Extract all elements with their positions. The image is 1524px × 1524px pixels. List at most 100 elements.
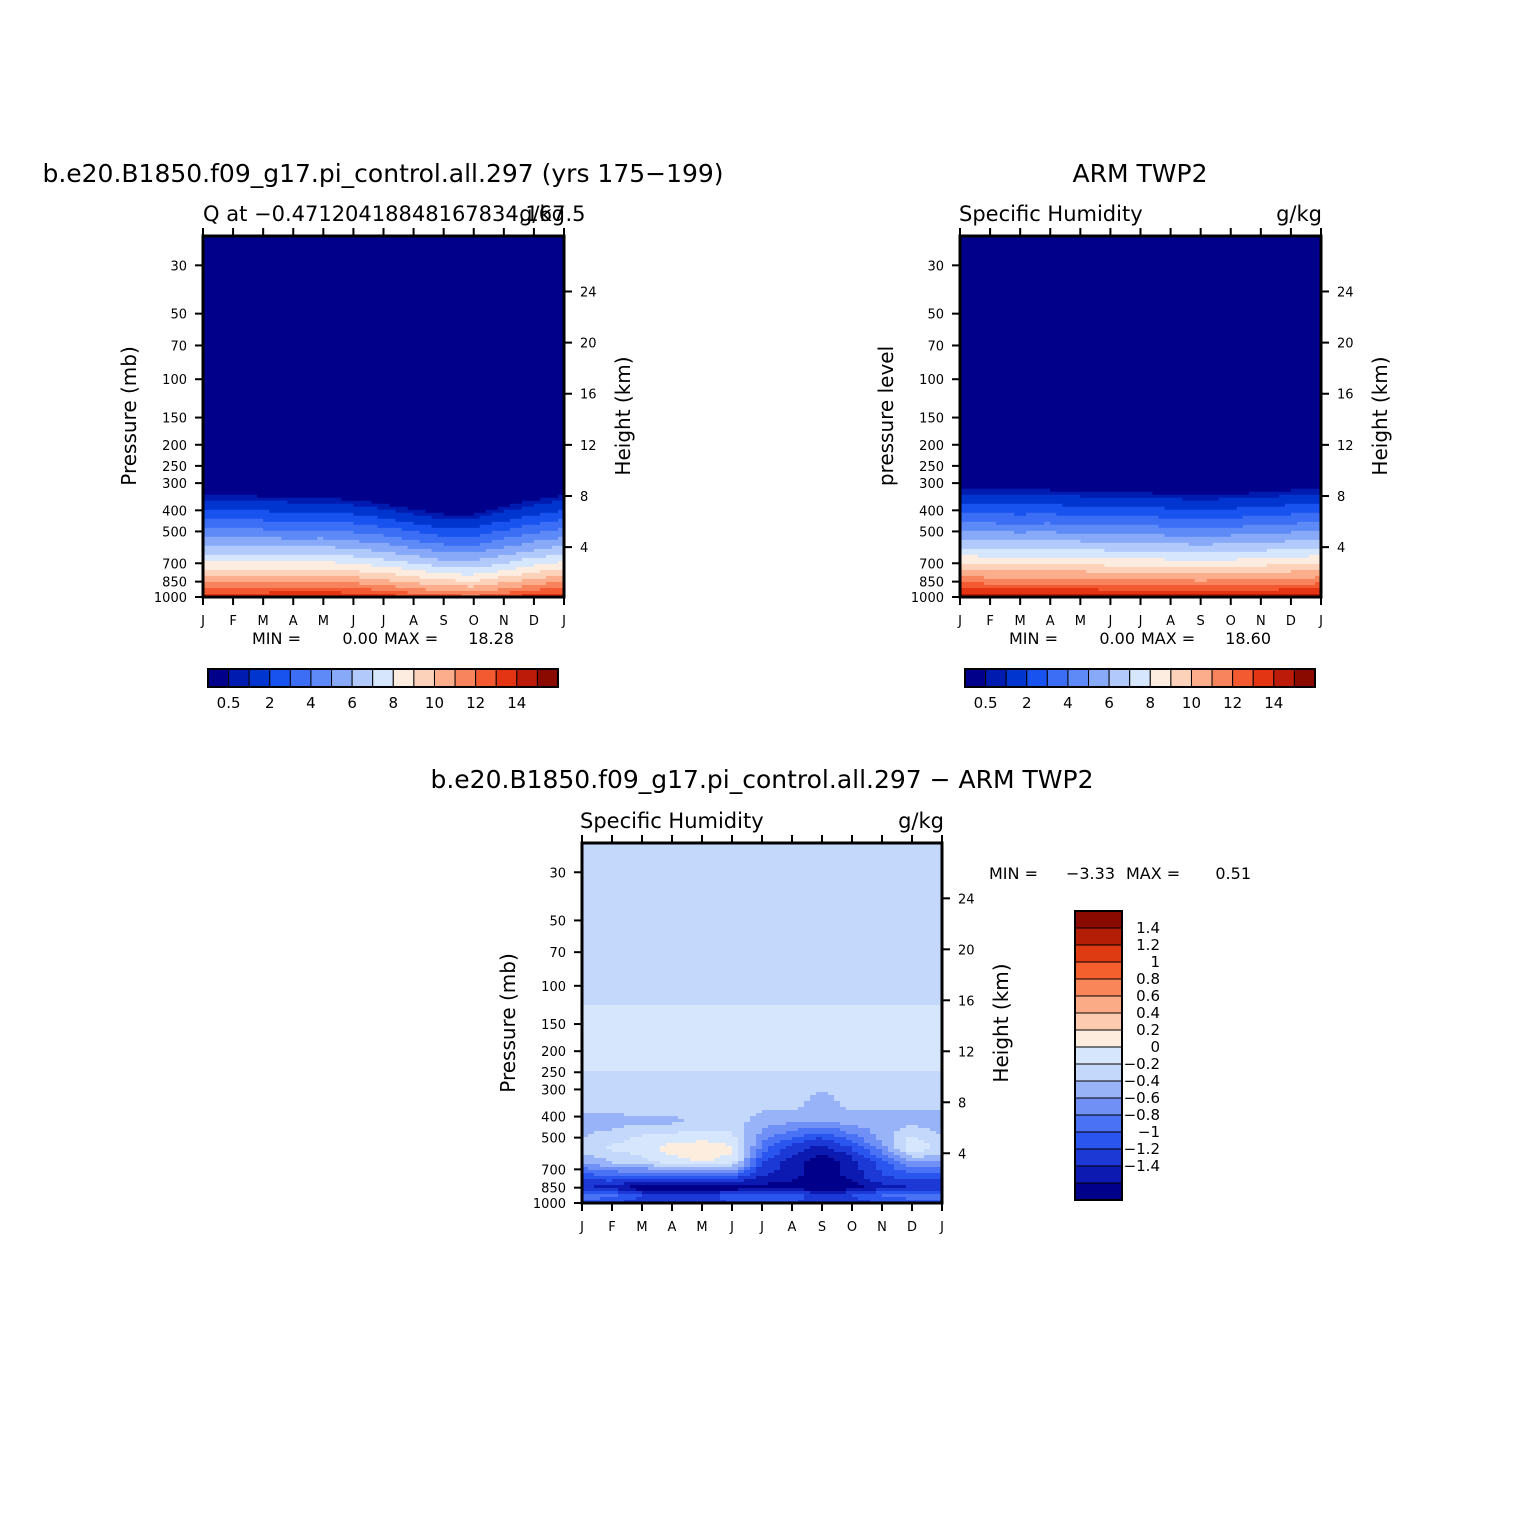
contour-cell (582, 1092, 817, 1096)
colorbar-frame (964, 668, 1316, 688)
contour-cell (858, 1161, 877, 1165)
contour-cell (539, 530, 565, 535)
contour-cell (203, 338, 565, 342)
colorbar-label: 4 (306, 694, 316, 712)
contour-cell (582, 849, 943, 853)
contour-cell (203, 440, 565, 445)
contour-cell (744, 1149, 751, 1153)
contour-cell (960, 269, 1322, 273)
contour-cell (756, 1170, 775, 1174)
contour-cell (882, 1173, 943, 1177)
contour-cell (960, 308, 1322, 312)
contour-cell (281, 536, 318, 541)
contour-cell (960, 245, 1322, 249)
contour-cell (960, 584, 1322, 589)
contour-cell (840, 1101, 943, 1105)
contour-cell (461, 572, 475, 577)
x-tick-label: N (499, 614, 509, 629)
contour-cell (870, 1143, 883, 1147)
contour-cell (1104, 563, 1268, 568)
contour-cell (582, 981, 943, 985)
colorbar-box (1211, 668, 1234, 688)
contour-cell (786, 1158, 811, 1162)
contour-cell (203, 266, 565, 270)
y-tick-label: 300 (541, 1083, 566, 1098)
contour-cell (359, 569, 427, 574)
contour-cell (582, 1011, 943, 1015)
contour-cell (960, 350, 1322, 354)
panel-left-string: Specific Humidity (580, 809, 764, 833)
contour-cell (876, 1164, 895, 1168)
contour-cell (960, 272, 1322, 276)
contour-cell (1266, 563, 1322, 568)
contour-cell (582, 1158, 607, 1162)
contour-cell (203, 302, 565, 306)
colorbar-box (1005, 668, 1028, 688)
contour-cell (780, 1161, 805, 1165)
min-label: MIN = (252, 629, 301, 648)
contour-cell (780, 1140, 805, 1144)
contour-cell (203, 419, 565, 424)
contour-cell (804, 1101, 841, 1105)
y-tick-label: 250 (162, 460, 187, 475)
contour-cell (341, 590, 409, 595)
contour-cell (960, 275, 1322, 279)
min-value: −3.33 (1066, 864, 1115, 883)
contour-cell (437, 557, 481, 562)
contour-cell (353, 521, 415, 526)
contour-cell (407, 506, 499, 511)
contour-cell (744, 1134, 757, 1138)
min-label: MIN = (1009, 629, 1058, 648)
contour-cell (1314, 581, 1322, 586)
contour-cell (900, 1155, 913, 1159)
colorbar-box (1074, 927, 1123, 946)
contour-cell (582, 960, 943, 964)
contour-cell (774, 1170, 805, 1174)
contour-cell (840, 1122, 943, 1126)
contour-cell (906, 1149, 925, 1153)
contour-cell (203, 239, 565, 243)
contour-cell (960, 551, 1322, 556)
contour-cell (876, 1134, 895, 1138)
contour-cell (203, 491, 565, 496)
contour-cell (1296, 521, 1322, 526)
y-right-tick-label: 12 (1337, 439, 1354, 454)
contour-cell (864, 1137, 877, 1141)
contour-cell (732, 1134, 745, 1138)
contour-cell (804, 1149, 835, 1153)
contour-cell (726, 1143, 739, 1147)
contour-cell (762, 1155, 775, 1159)
contour-cell (882, 1182, 943, 1186)
contour-cell (582, 1080, 943, 1084)
contour-cell (756, 1161, 763, 1165)
contour-cell (678, 1155, 721, 1159)
contour-cell (960, 287, 1322, 291)
y-tick-label: 50 (170, 308, 187, 323)
y-tick-label: 500 (541, 1132, 566, 1147)
contour-cell (389, 578, 457, 583)
contour-cell (582, 1029, 943, 1033)
contour-cell (582, 1152, 631, 1156)
contour-cell (816, 1155, 829, 1159)
contour-cell (203, 380, 565, 385)
contour-cell (960, 488, 1051, 493)
y-right-tick-label: 24 (580, 285, 597, 300)
contour-cell (497, 554, 547, 559)
contour-cell (960, 419, 1322, 424)
contour-cell (1278, 587, 1322, 592)
contour-cell (203, 521, 355, 526)
contour-cell (900, 1149, 907, 1153)
panel-left-string: Q at −0.47120418848167834,167.5 (203, 202, 586, 226)
contour-cell (509, 560, 559, 565)
contour-cell (203, 575, 361, 580)
colorbar-label: 2 (265, 694, 275, 712)
y-right-tick-label: 20 (1337, 337, 1354, 352)
contour-cell (960, 404, 1322, 409)
contour-cell (521, 533, 565, 538)
contour-cell (539, 512, 565, 517)
contour-cell (582, 1170, 619, 1174)
contour-cell (708, 1140, 739, 1144)
contour-cell (960, 395, 1322, 400)
contour-cell (203, 482, 565, 487)
contour-cell (1152, 491, 1250, 496)
